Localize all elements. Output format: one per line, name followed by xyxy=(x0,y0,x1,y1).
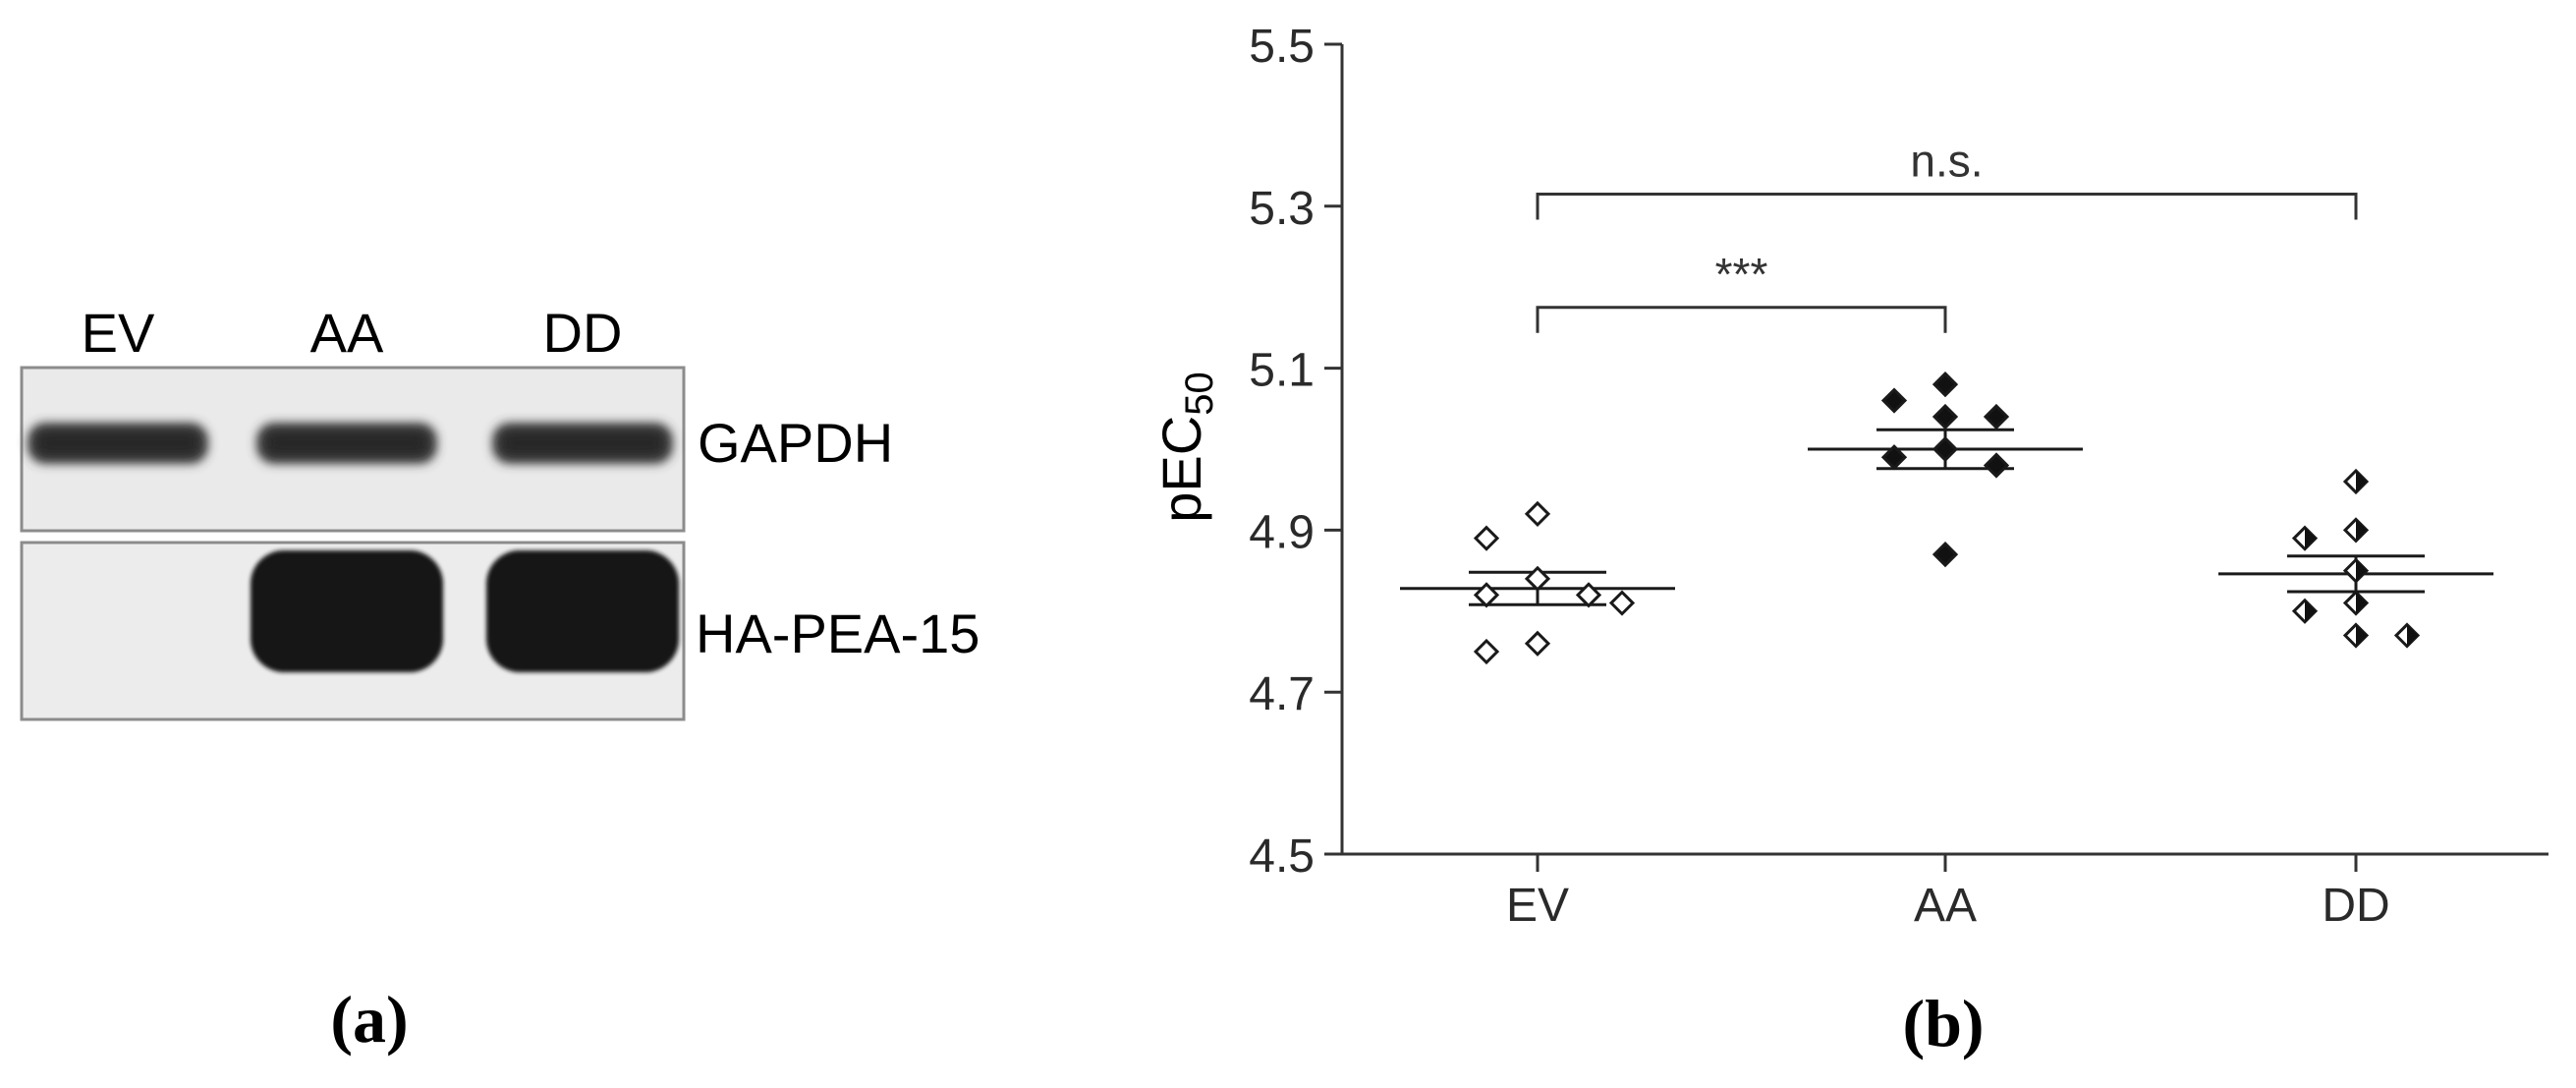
blot-label-gapdh: GAPDH xyxy=(698,412,893,474)
y-axis-label: pEC50 xyxy=(1150,372,1221,522)
data-point-half-fill xyxy=(2305,600,2316,622)
y-tick-label: 4.5 xyxy=(1249,830,1315,883)
panel-a: EV AA DD GAPDH HA-PEA-15 (a) xyxy=(20,302,980,1057)
data-point xyxy=(1524,565,1551,592)
data-point xyxy=(1932,371,1959,398)
y-axis-label-main: pEC xyxy=(1150,416,1212,523)
lane-label-dd: DD xyxy=(543,302,623,364)
blot-label-ha-pea-15: HA-PEA-15 xyxy=(696,602,980,664)
y-tick-label: 5.5 xyxy=(1249,21,1315,73)
data-point-half-fill xyxy=(2305,527,2316,549)
lane-label-aa: AA xyxy=(310,302,384,364)
data-point-half-fill xyxy=(2356,470,2367,492)
data-point xyxy=(1524,630,1551,657)
data-point xyxy=(1575,582,1602,608)
data-point xyxy=(1473,638,1500,665)
data-point xyxy=(1983,452,2010,479)
data-point-half-fill xyxy=(2356,592,2367,614)
ha-pea-15-band xyxy=(486,550,679,672)
significance-bracket xyxy=(1536,306,1947,333)
caption-a: (a) xyxy=(330,982,408,1057)
y-tick-label: 4.9 xyxy=(1249,506,1315,558)
data-point xyxy=(1880,387,1908,414)
ha-pea-15-bands xyxy=(251,550,679,672)
gapdh-band-core xyxy=(37,432,198,454)
blot-ha-pea-15 xyxy=(20,541,686,721)
panel-b: 4.54.74.95.15.35.5 EV AA DD pEC50 ***n.s. … xyxy=(1150,21,2548,1060)
caption-b: (b) xyxy=(1902,986,1984,1060)
ha-pea-15-band xyxy=(251,550,443,672)
data-point-half-fill xyxy=(2356,559,2367,582)
y-axis: 4.5 4.7 4.9 5.1 5.3 5.5 xyxy=(1249,21,1344,883)
data-point xyxy=(1473,582,1500,608)
y-tick-label: 5.1 xyxy=(1249,345,1315,397)
significance-brackets: *** n.s. xyxy=(1536,135,2358,333)
data-point xyxy=(1983,403,2010,430)
y-tick-label: 4.7 xyxy=(1249,668,1315,720)
data-point xyxy=(1524,500,1551,528)
data-point xyxy=(1932,435,1959,463)
data-points xyxy=(1473,371,2421,665)
lane-label-ev: EV xyxy=(82,302,155,364)
y-axis-label-subscript: 50 xyxy=(1178,372,1221,416)
data-point xyxy=(1880,444,1908,471)
data-point xyxy=(1608,590,1636,616)
data-point xyxy=(1473,525,1500,551)
sig-label-ev-aa: *** xyxy=(1715,249,1768,300)
gapdh-band-core xyxy=(502,432,663,454)
data-point xyxy=(1932,403,1959,430)
data-point-half-fill xyxy=(2356,624,2367,647)
x-tick-label: DD xyxy=(2322,880,2389,932)
data-point-half-fill xyxy=(2356,519,2367,542)
gapdh-bands xyxy=(28,423,673,464)
x-axis: EV AA DD xyxy=(1342,852,2548,932)
y-tick-label: 5.3 xyxy=(1249,183,1315,235)
data-point xyxy=(1932,541,1959,568)
blot-gapdh xyxy=(20,366,686,533)
sig-label-ev-dd: n.s. xyxy=(1910,135,1983,186)
x-tick-label: AA xyxy=(1914,880,1977,932)
significance-bracket xyxy=(1536,192,2358,220)
data-point-half-fill xyxy=(2407,624,2418,647)
x-tick-label: EV xyxy=(1506,880,1569,932)
gapdh-band-core xyxy=(266,432,427,454)
